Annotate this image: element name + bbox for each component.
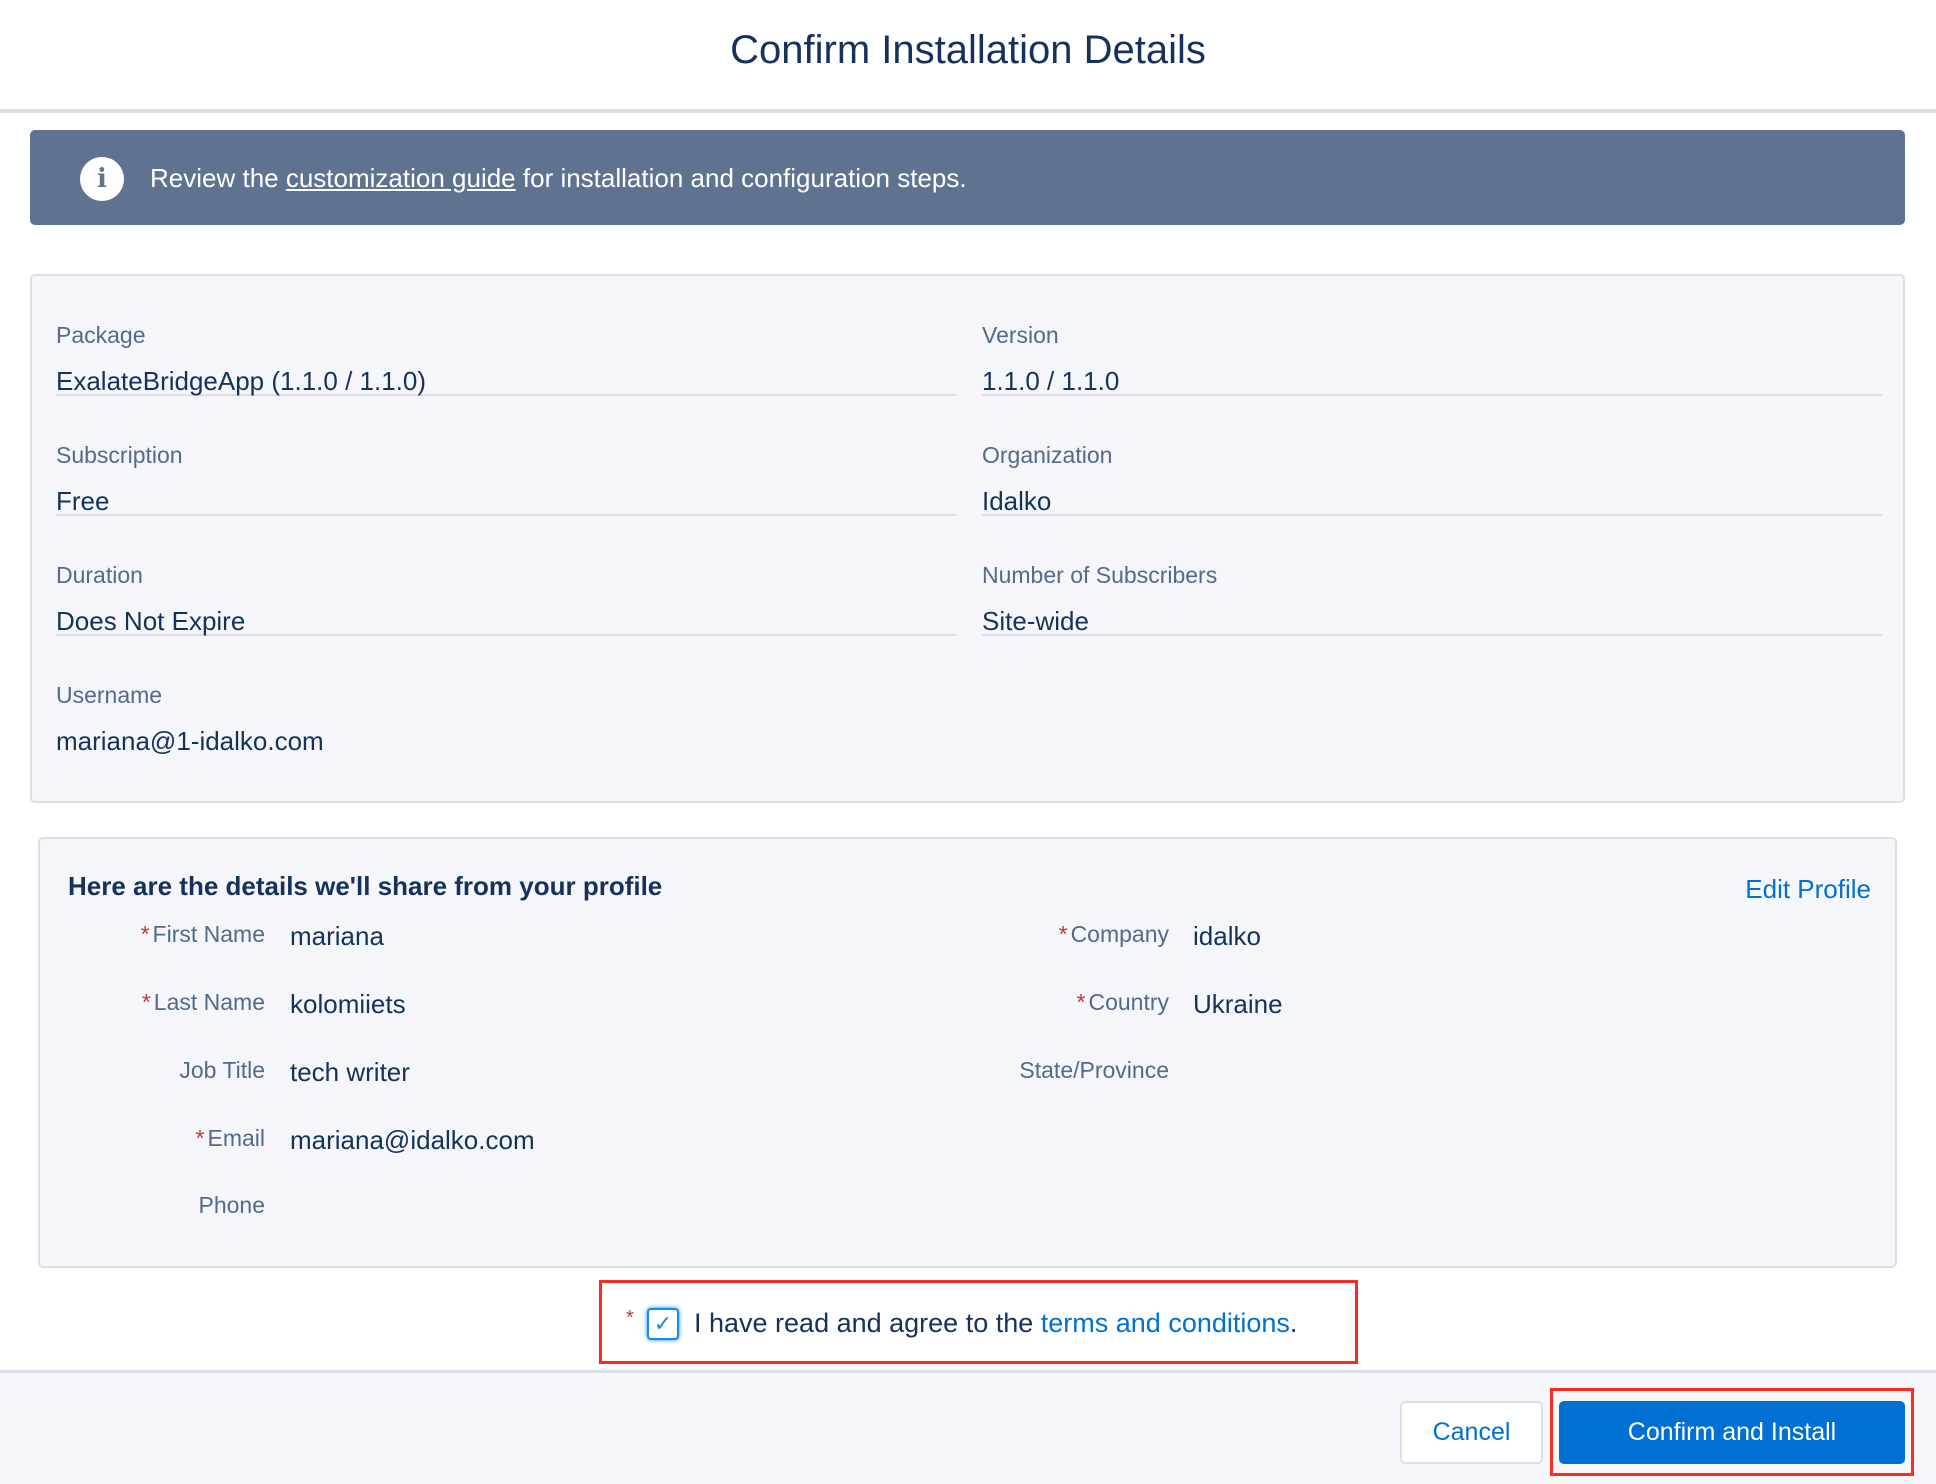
detail-subscribers: Number of Subscribers Site-wide [982, 516, 1882, 636]
terms-checkbox[interactable]: ✓ [647, 1308, 679, 1340]
detail-value: Free [56, 486, 110, 516]
profile-heading: Here are the details we'll share from yo… [68, 871, 663, 901]
label-text: Email [207, 1125, 265, 1151]
detail-organization: Organization Idalko [982, 396, 1882, 516]
required-mark: * [626, 1307, 634, 1329]
detail-package: Package ExalateBridgeApp (1.1.0 / 1.1.0) [56, 276, 956, 396]
detail-value: Does Not Expire [56, 606, 246, 636]
detail-value: mariana@1-idalko.com [56, 726, 324, 756]
banner-suffix: for installation and configuration steps… [515, 163, 967, 193]
country-value: Ukraine [1193, 989, 1283, 1019]
terms-consent: * ✓ I have read and agree to the terms a… [599, 1280, 1358, 1364]
detail-value: ExalateBridgeApp (1.1.0 / 1.1.0) [56, 366, 427, 396]
label-text: Country [1088, 989, 1169, 1015]
job-title-value: tech writer [290, 1057, 410, 1087]
required-mark: * [141, 989, 151, 1015]
profile-details: Here are the details we'll share from yo… [38, 837, 1897, 1268]
info-icon: i [80, 157, 124, 201]
info-banner: i Review the customization guide for ins… [30, 130, 1905, 225]
detail-value: Idalko [982, 486, 1052, 516]
job-title-label: Job Title [179, 1057, 265, 1083]
detail-duration: Duration Does Not Expire [56, 516, 956, 636]
edit-profile-link[interactable]: Edit Profile [1745, 874, 1871, 904]
detail-subscription: Subscription Free [56, 396, 956, 516]
phone-label: Phone [198, 1192, 265, 1218]
terms-prefix: I have read and agree to the [694, 1308, 1041, 1338]
detail-label: Number of Subscribers [982, 562, 1218, 588]
label-text: Company [1070, 921, 1169, 947]
company-value: idalko [1193, 921, 1261, 951]
confirm-highlight: Confirm and Install [1550, 1388, 1914, 1476]
detail-label: Duration [56, 562, 143, 588]
cancel-button[interactable]: Cancel [1400, 1401, 1543, 1464]
label-text: Last Name [153, 989, 265, 1015]
banner-text: Review the customization guide for insta… [150, 163, 967, 194]
required-mark: * [1076, 989, 1086, 1015]
detail-username: Username mariana@1-idalko.com [56, 636, 956, 756]
required-mark: * [1058, 921, 1068, 947]
company-label: * Company [929, 921, 1169, 948]
footer: Cancel Confirm and Install [0, 1370, 1936, 1484]
email-value: mariana@idalko.com [290, 1125, 535, 1155]
first-name-value: mariana [290, 921, 384, 951]
confirm-and-install-button[interactable]: Confirm and Install [1559, 1401, 1905, 1464]
country-label: * Country [929, 989, 1170, 1016]
state-label: State/Province [1019, 1057, 1169, 1083]
terms-text: I have read and agree to the terms and c… [694, 1308, 1297, 1339]
header: Confirm Installation Details [0, 0, 1936, 113]
detail-label: Username [56, 682, 163, 708]
last-name-value: kolomiiets [290, 989, 406, 1019]
required-mark: * [140, 921, 150, 947]
terms-link[interactable]: terms and conditions [1040, 1308, 1290, 1338]
detail-label: Version [982, 322, 1059, 348]
last-name-label: * Last Name [25, 989, 265, 1016]
detail-value: Site-wide [982, 606, 1089, 636]
terms-suffix: . [1289, 1308, 1298, 1338]
label-text: First Name [152, 921, 265, 947]
checkmark-icon: ✓ [653, 1311, 673, 1336]
detail-version: Version 1.1.0 / 1.1.0 [982, 276, 1882, 396]
first-name-label: * First Name [25, 921, 265, 948]
package-details: Package ExalateBridgeApp (1.1.0 / 1.1.0) … [30, 274, 1905, 803]
detail-label: Organization [982, 442, 1113, 468]
detail-label: Subscription [56, 442, 183, 468]
detail-label: Package [56, 322, 146, 348]
email-label: * Email [25, 1125, 265, 1152]
page-title: Confirm Installation Details [730, 28, 1206, 72]
banner-prefix: Review the [150, 163, 286, 193]
detail-value: 1.1.0 / 1.1.0 [982, 366, 1120, 396]
customization-guide-link[interactable]: customization guide [285, 163, 516, 193]
required-mark: * [195, 1125, 205, 1151]
